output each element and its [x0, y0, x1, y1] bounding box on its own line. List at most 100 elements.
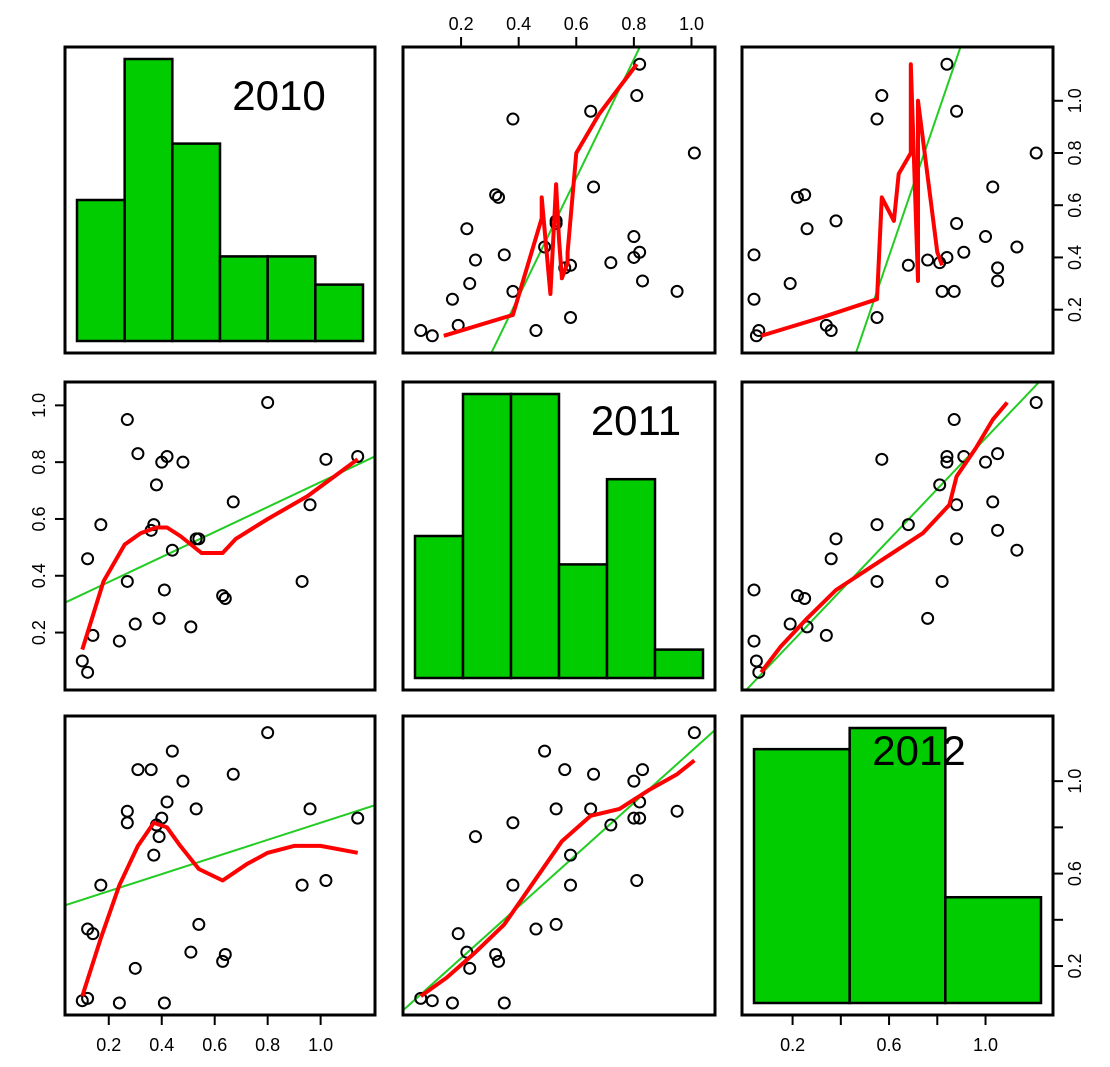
scatter-point [991, 261, 1005, 275]
histogram-bar [75, 198, 126, 343]
tick-label: 0.8 [29, 450, 49, 475]
panel-frame [63, 714, 377, 1017]
scatter-point [870, 574, 884, 588]
scatter-point [152, 830, 166, 844]
scatter-point [627, 811, 641, 825]
variable-label: 2012 [872, 727, 965, 774]
scatter-point [351, 449, 365, 463]
scatter-point [957, 245, 971, 259]
histogram-bar [653, 648, 705, 680]
scatter-point [604, 256, 618, 270]
scatter-point [226, 495, 240, 509]
panel-frame [401, 380, 717, 692]
scatter-point [144, 763, 158, 777]
tick-label: 0.6 [877, 1035, 902, 1055]
scatter-point [112, 996, 126, 1010]
scatter-point [587, 767, 601, 781]
scatter-point [489, 188, 503, 202]
tick-label: 1.0 [1065, 88, 1085, 113]
scatter-point [747, 248, 761, 262]
tick-label: 0.6 [202, 1035, 227, 1055]
scatter-point [670, 284, 684, 298]
scatter-point [947, 413, 961, 427]
panel-plot-area [744, 382, 1043, 690]
scatter-point [120, 804, 134, 818]
variable-label: 2011 [591, 397, 681, 444]
x-axis-2011-top: 0.2 0.4 0.6 0.8 1.0 [449, 14, 704, 47]
scatter-point [81, 665, 95, 679]
scatter-point [160, 449, 174, 463]
scatter-point [506, 816, 520, 830]
scatter-point [870, 518, 884, 532]
panel-frame [740, 380, 1055, 692]
tick-label: 0.2 [449, 14, 474, 34]
scatter-point [492, 190, 506, 204]
scatter-point [824, 552, 838, 566]
scatter-point [319, 452, 333, 466]
scatter-point [564, 311, 578, 324]
scatter-point [790, 190, 804, 204]
tick-label: 0.6 [29, 506, 49, 531]
scatter-point [587, 180, 601, 194]
scatter-point [947, 284, 961, 298]
panel-2-1 [401, 714, 717, 1017]
scatter-point [627, 774, 641, 788]
tick-label: 0.8 [1065, 140, 1085, 165]
scatter-point [460, 222, 474, 236]
tick-label: 0.8 [255, 1035, 280, 1055]
panel-plot-area [752, 726, 1043, 1005]
tick-label: 0.2 [1065, 297, 1085, 322]
scatter-point [636, 274, 650, 288]
panel-plot-area [65, 396, 375, 679]
scatter-point [319, 874, 333, 888]
panel-0-1 [401, 45, 717, 355]
scatter-point [216, 954, 230, 968]
scatter-point [152, 611, 166, 625]
scatter-point [564, 878, 578, 892]
scatter-point [538, 744, 552, 758]
scatter-point [940, 250, 954, 264]
scatter-point [1029, 146, 1043, 160]
smooth-curve [759, 401, 1009, 674]
scatter-point [468, 253, 482, 267]
scatter-point [819, 628, 833, 642]
tick-label: 0.2 [780, 1035, 805, 1055]
scatter-point [189, 802, 203, 816]
tick-label: 1.0 [1065, 769, 1085, 794]
scatter-point [950, 217, 964, 230]
panel-frame [401, 714, 717, 1017]
scatter-point [935, 574, 949, 588]
scatter-point [492, 954, 506, 968]
panel-frame [740, 714, 1055, 1017]
scatter-point [261, 726, 275, 740]
scatter-point [468, 830, 482, 844]
scatter-point [670, 804, 684, 818]
scatter-point [829, 214, 843, 228]
histogram-bar [944, 895, 1043, 1005]
scatter-point [112, 634, 126, 648]
scatter-point [819, 318, 833, 332]
scatter-point [226, 767, 240, 781]
scatter-point [549, 917, 563, 931]
y-axis-2012-right: 0.2 0.6 1.0 [1053, 769, 1085, 979]
scatter-point [165, 543, 179, 557]
scatter-point [192, 917, 206, 931]
histogram-bar [218, 255, 269, 343]
scatter-point [921, 253, 935, 267]
panel-1-2 [740, 380, 1055, 692]
scatter-point [633, 57, 647, 71]
tick-label: 0.6 [1065, 193, 1085, 218]
tick-label: 1.0 [29, 393, 49, 418]
tick-label: 1.0 [973, 1035, 998, 1055]
panel-frame [740, 45, 1055, 355]
histogram-bar [266, 255, 317, 343]
scatter-point [783, 277, 797, 291]
scatter-point [798, 188, 812, 202]
scatter-point [630, 874, 644, 888]
scatter-point [747, 292, 761, 306]
scatter-point [529, 324, 543, 338]
tick-label: 0.4 [506, 14, 531, 34]
histogram-bar [509, 392, 561, 680]
scatter-point [901, 518, 915, 532]
scatter-point [935, 284, 949, 298]
